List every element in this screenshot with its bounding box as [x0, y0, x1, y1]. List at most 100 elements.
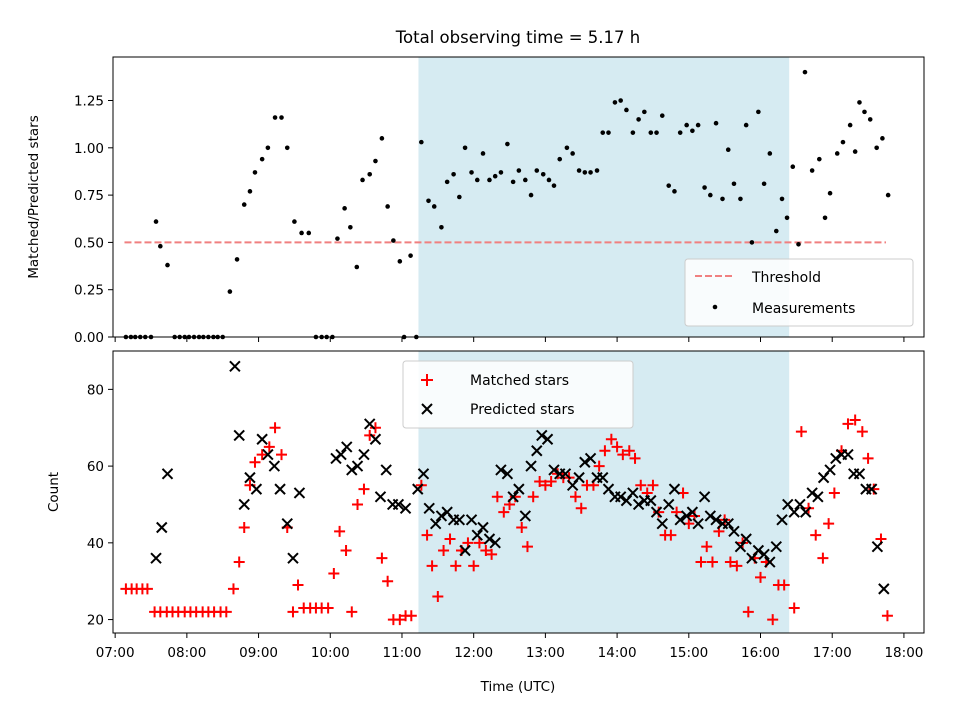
- matched-stars-point: [545, 475, 557, 487]
- predicted-stars-point: [824, 464, 836, 476]
- y-tick-label: 0.00: [74, 330, 104, 346]
- matched-stars-point: [767, 614, 779, 626]
- measurement-point: [743, 122, 749, 128]
- matched-stars-point: [617, 449, 629, 461]
- matched-stars-point: [695, 556, 707, 568]
- matched-stars-point: [249, 456, 261, 468]
- top-panel: 0.00 0.25 0.50 0.75 1.00 1.25 Matched/Predict…: [26, 56, 925, 346]
- x-tick-label: 10:00: [311, 645, 350, 661]
- matched-stars-point: [623, 445, 635, 457]
- predicted-stars-point: [262, 448, 274, 461]
- measurement-point: [367, 171, 373, 177]
- predicted-stars-point: [752, 544, 765, 557]
- measurement-point: [612, 100, 618, 105]
- predicted-stars-point: [435, 510, 448, 522]
- measurement-point: [690, 128, 695, 134]
- bottom-y-ticks: 20 40 60 80: [87, 382, 113, 629]
- measurement-point: [498, 170, 504, 175]
- predicted-stars-point: [531, 445, 543, 457]
- matched-stars-point: [364, 429, 376, 441]
- measurement-point: [165, 262, 170, 268]
- y-tick-label: 60: [87, 459, 104, 475]
- measurement-point: [874, 145, 879, 151]
- predicted-stars-point: [674, 514, 686, 526]
- measurement-point: [419, 139, 424, 145]
- measurement-point: [708, 192, 713, 198]
- matched-stars-point: [611, 441, 623, 453]
- predicted-stars-point: [351, 460, 364, 472]
- measurement-point: [241, 202, 247, 207]
- measurement-point: [867, 117, 873, 122]
- predicted-stars-point: [364, 418, 376, 430]
- predicted-stars-point: [250, 483, 263, 495]
- measurement-point: [457, 194, 462, 200]
- matched-stars-point: [369, 422, 381, 434]
- predicted-stars-point: [632, 498, 645, 511]
- measurement-point: [451, 171, 456, 177]
- predicted-stars-point: [548, 464, 560, 476]
- measurement-point: [444, 179, 450, 185]
- matched-stars-point: [599, 445, 611, 457]
- matched-stars-point: [828, 487, 840, 499]
- predicted-stars-point: [392, 498, 405, 511]
- legend-predicted-marker: [421, 403, 433, 415]
- predicted-stars-point: [680, 510, 693, 522]
- x-tick-label: 15:00: [669, 645, 708, 661]
- predicted-stars-point: [244, 471, 256, 484]
- predicted-stars-point: [459, 544, 471, 557]
- predicted-stars-point: [734, 540, 747, 553]
- matched-stars-point: [842, 418, 854, 430]
- top-y-ticks: 0.00 0.25 0.50 0.75 1.00 1.25: [74, 94, 113, 346]
- measurement-point: [234, 257, 240, 262]
- y-tick-label: 20: [87, 613, 104, 629]
- measurement-point: [576, 168, 582, 173]
- matched-stars-point: [394, 614, 406, 626]
- matched-stars-point: [605, 433, 617, 445]
- matched-stars-point: [856, 426, 868, 438]
- predicted-stars-point: [423, 502, 435, 515]
- measurement-point: [659, 113, 665, 118]
- predicted-stars-point: [346, 464, 358, 476]
- predicted-stars-point: [429, 517, 442, 530]
- measurement-point: [666, 183, 672, 188]
- predicted-stars-point: [507, 491, 519, 503]
- measurement-point: [279, 115, 284, 120]
- matched-stars-point: [881, 610, 893, 622]
- matched-stars-point: [233, 556, 245, 568]
- x-tick-label: 07:00: [96, 645, 135, 661]
- matched-stars-point: [227, 583, 239, 595]
- measurement-point: [546, 177, 552, 183]
- matched-stars-point: [817, 552, 829, 564]
- measurement-point: [852, 149, 858, 154]
- measurement-point: [713, 120, 719, 126]
- predicted-stars-point: [584, 452, 597, 465]
- predicted-stars-point: [417, 468, 430, 480]
- predicted-stars-point: [229, 360, 241, 373]
- predicted-stars-point: [579, 456, 591, 468]
- measurement-point: [817, 156, 822, 162]
- measurement-point: [809, 168, 815, 173]
- y-tick-label: 0.50: [74, 235, 104, 251]
- matched-stars-point: [438, 545, 450, 557]
- measurement-point: [731, 181, 737, 187]
- measurement-point: [834, 151, 840, 156]
- matched-stars-point: [635, 479, 647, 491]
- predicted-stars-point: [525, 460, 537, 472]
- matched-stars-point: [778, 579, 790, 591]
- legend-measurements-marker: [712, 304, 718, 310]
- predicted-stars-point: [453, 514, 466, 526]
- legend-matched-label: Matched stars: [470, 373, 569, 389]
- measurement-point: [397, 259, 403, 264]
- top-legend: Threshold Measurements: [684, 258, 914, 327]
- matched-stars-point: [141, 583, 153, 595]
- matched-stars-point: [647, 479, 659, 491]
- measurement-point: [570, 151, 575, 156]
- legend-measurements-label: Measurements: [752, 301, 855, 317]
- matched-stars-point: [340, 545, 352, 557]
- measurement-point: [247, 189, 253, 194]
- predicted-stars-point: [274, 483, 286, 495]
- measurement-point: [462, 145, 468, 151]
- matched-stars-point: [480, 545, 492, 557]
- measurement-point: [636, 117, 641, 122]
